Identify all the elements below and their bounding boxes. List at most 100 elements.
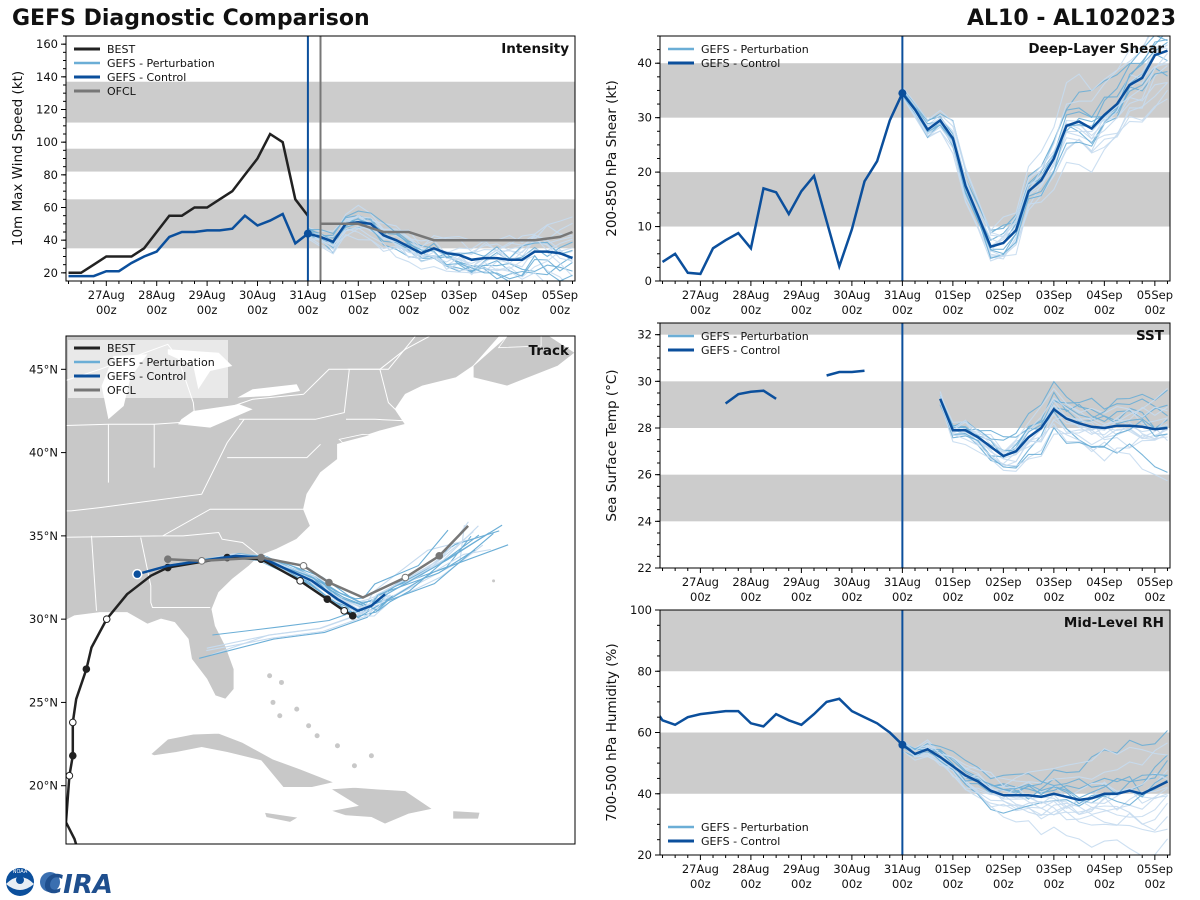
legend-label: GEFS - Control <box>701 344 780 357</box>
lat-tick-label: 45°N <box>29 362 58 376</box>
y-tick-label: 24 <box>637 514 652 528</box>
x-tick-label: 01Sep <box>340 288 376 302</box>
legend-label: BEST <box>107 43 135 56</box>
legend-label: GEFS - Perturbation <box>107 57 215 70</box>
track-position-marker <box>68 718 77 727</box>
x-tick-hour-label: 00z <box>1145 590 1166 604</box>
x-tick-label: 02Sep <box>985 862 1021 876</box>
track-position-marker <box>299 562 308 570</box>
long-island-land <box>338 433 372 444</box>
perturbation-line <box>939 391 1168 458</box>
x-tick-hour-label: 00z <box>197 303 218 317</box>
track-position-marker <box>348 612 357 620</box>
x-tick-label: 31Aug <box>289 288 326 302</box>
bermuda-island <box>492 579 496 583</box>
perturbation-line <box>901 97 1168 257</box>
perturbation-line <box>939 403 1168 469</box>
hispaniola-land <box>329 786 434 825</box>
y-tick-label: 120 <box>36 103 58 117</box>
state-border <box>162 531 260 557</box>
perturbation-line <box>902 744 1168 832</box>
gefs-control-line <box>661 49 1168 276</box>
perturbation-line <box>902 741 1168 814</box>
y-axis-label: 200-850 hPa Shear (kt) <box>604 80 620 237</box>
perturbation-line <box>902 741 1168 787</box>
x-tick-hour-label: 00z <box>1094 590 1115 604</box>
track-position-marker <box>435 552 444 560</box>
y-tick-label: 40 <box>43 233 58 247</box>
x-tick-label: 03Sep <box>1036 575 1072 589</box>
y-tick-label: 100 <box>630 603 652 617</box>
panel-title: Intensity <box>501 41 569 57</box>
perturbation-line <box>939 380 1168 441</box>
cira-globe <box>40 872 60 892</box>
legend-label: GEFS - Perturbation <box>701 330 809 343</box>
cuba-land <box>150 732 336 788</box>
x-tick-label: 05Sep <box>1137 575 1173 589</box>
legend-label: BEST <box>107 342 135 355</box>
control-current-marker <box>898 740 907 749</box>
track-position-marker <box>325 578 333 587</box>
x-tick-label: 04Sep <box>491 288 527 302</box>
y-tick-label: 160 <box>36 37 58 51</box>
x-tick-hour-label: 00z <box>741 590 762 604</box>
x-tick-hour-label: 00z <box>690 590 711 604</box>
bahamas-island <box>294 706 300 712</box>
intensity-plot-area <box>66 36 575 281</box>
y-tick-label: 60 <box>637 726 652 740</box>
track-position-marker <box>76 852 83 859</box>
x-tick-hour-label: 00z <box>892 590 913 604</box>
cira-logo-text: CIRA <box>44 870 113 900</box>
y-tick-label: 30 <box>637 111 652 125</box>
gefs-control-line <box>939 398 1168 458</box>
pei-land <box>497 336 542 349</box>
x-tick-hour-label: 00z <box>1094 877 1115 891</box>
x-tick-label: 01Sep <box>935 575 971 589</box>
perturbation-line <box>307 210 573 281</box>
legend-label: GEFS - Control <box>701 57 780 70</box>
noaa-dot <box>16 876 24 884</box>
x-tick-label: 29Aug <box>783 288 820 302</box>
track-position-marker <box>401 573 410 582</box>
bahamas-island <box>351 763 357 769</box>
x-tick-hour-label: 00z <box>1094 303 1115 317</box>
x-tick-label: 31Aug <box>884 288 921 302</box>
y-tick-label: 80 <box>637 664 652 678</box>
y-tick-label: 20 <box>637 165 652 179</box>
x-tick-hour-label: 00z <box>1044 303 1065 317</box>
axes-frame <box>659 322 1171 569</box>
track-position-marker <box>257 553 265 562</box>
track-position-marker <box>340 607 349 615</box>
jamaica-land <box>263 811 300 823</box>
storm-id-title: AL10 - AL102023 <box>967 6 1176 31</box>
x-tick-label: 27Aug <box>682 288 719 302</box>
control-start-marker <box>132 568 143 580</box>
x-tick-hour-label: 00z <box>96 303 117 317</box>
bahamas-island <box>277 713 283 719</box>
perturbation-line <box>307 216 573 268</box>
state-border <box>346 418 408 422</box>
bahamas-island <box>270 699 276 705</box>
threshold-band <box>660 732 1170 794</box>
bahamas-island <box>314 733 320 739</box>
shear-panel: 01020304027Aug00z28Aug00z29Aug00z30Aug00… <box>604 35 1173 317</box>
x-tick-hour-label: 00z <box>943 590 964 604</box>
y-tick-label: 22 <box>637 561 652 575</box>
x-tick-label: 28Aug <box>138 288 175 302</box>
x-tick-hour-label: 00z <box>247 303 268 317</box>
control-current-marker <box>303 229 312 238</box>
y-tick-label: 60 <box>43 201 58 215</box>
panel-title: Track <box>529 343 570 359</box>
state-border <box>227 443 321 459</box>
best-line <box>68 132 309 275</box>
sst-plot-area <box>660 323 1170 568</box>
y-tick-label: 0 <box>645 274 652 288</box>
x-tick-hour-label: 00z <box>993 303 1014 317</box>
panel-title: Deep-Layer Shear <box>1028 41 1164 57</box>
y-tick-label: 140 <box>36 70 58 84</box>
legend-background <box>68 340 228 398</box>
